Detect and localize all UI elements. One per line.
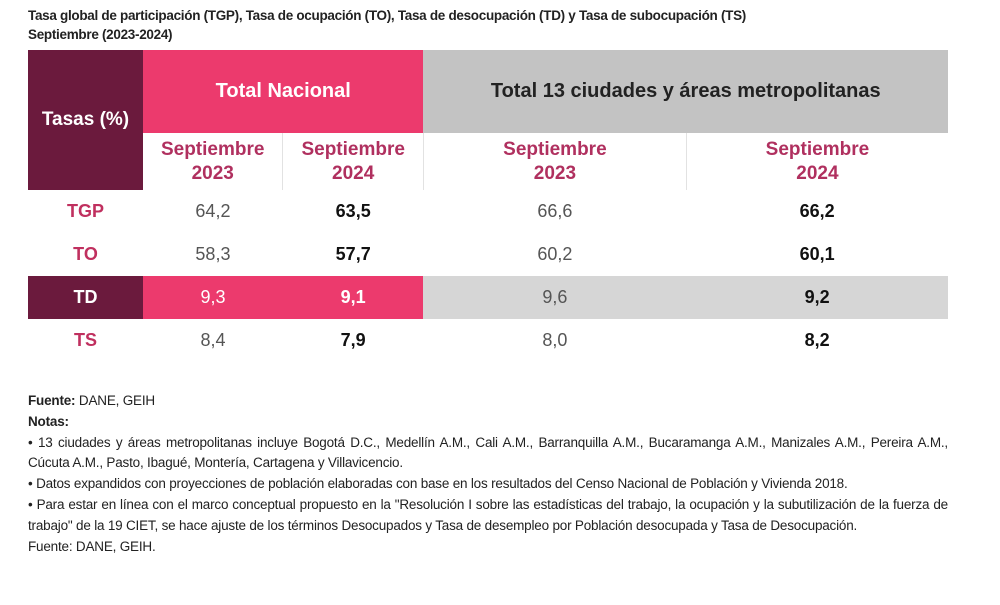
notes-label: Notas: (28, 413, 69, 429)
row-label: TGP (66, 201, 104, 221)
subheader: Septiembre 2023 (143, 133, 284, 190)
table-row: TO 58,3 57,7 60,2 60,1 (28, 233, 948, 276)
cell: 66,2 (799, 201, 835, 221)
cell: 9,1 (282, 276, 424, 319)
subheader: Septiembre 2024 (765, 138, 870, 184)
title-line-1: Tasa global de participación (TGP), Tasa… (28, 8, 746, 23)
cell: 60,2 (537, 244, 573, 264)
group-header-ciudades: Total 13 ciudades y áreas metropolitanas (423, 50, 948, 133)
cell: 66,6 (537, 201, 573, 221)
final-source: Fuente: DANE, GEIH. (28, 538, 156, 554)
row-label: TO (73, 244, 98, 264)
note: • Datos expandidos con proyecciones de p… (28, 476, 848, 492)
cell: 9,3 (143, 276, 283, 319)
cell: 58,3 (195, 244, 231, 264)
title-line-2: Septiembre (2023-2024) (28, 27, 173, 42)
rates-table: Tasas (%) Total Nacional Total 13 ciudad… (28, 50, 948, 362)
note: • 13 ciudades y áreas metropolitanas inc… (28, 434, 948, 471)
cell: 9,2 (686, 276, 948, 319)
cell: 9,6 (423, 276, 687, 319)
corner-header: Tasas (%) (28, 50, 143, 190)
group-header-nacional: Total Nacional (143, 50, 424, 133)
table-title: Tasa global de participación (TGP), Tasa… (28, 6, 746, 44)
cell: 8,4 (200, 330, 226, 350)
row-label: TD (28, 276, 143, 319)
note: • Para estar en línea con el marco conce… (28, 496, 948, 533)
cell: 7,9 (340, 330, 366, 350)
cell: 8,0 (542, 330, 568, 350)
subheader: Septiembre 2024 (282, 133, 424, 190)
subheader: Septiembre 2023 (423, 133, 687, 190)
table-row: TS 8,4 7,9 8,0 8,2 (28, 319, 948, 362)
source-line: Fuente: DANE, GEIH (28, 393, 155, 408)
row-label: TS (73, 330, 97, 350)
footnotes: Fuente: DANE, GEIH Notas: • 13 ciudades … (28, 391, 948, 557)
cell: 60,1 (799, 244, 835, 264)
cell: 57,7 (335, 244, 371, 264)
cell: 63,5 (335, 201, 371, 221)
cell: 8,2 (804, 330, 830, 350)
cell: 64,2 (195, 201, 231, 221)
table-row: TGP 64,2 63,5 66,6 66,2 (28, 190, 948, 233)
table-row-highlighted: TD 9,3 9,1 9,6 9,2 (28, 276, 948, 319)
